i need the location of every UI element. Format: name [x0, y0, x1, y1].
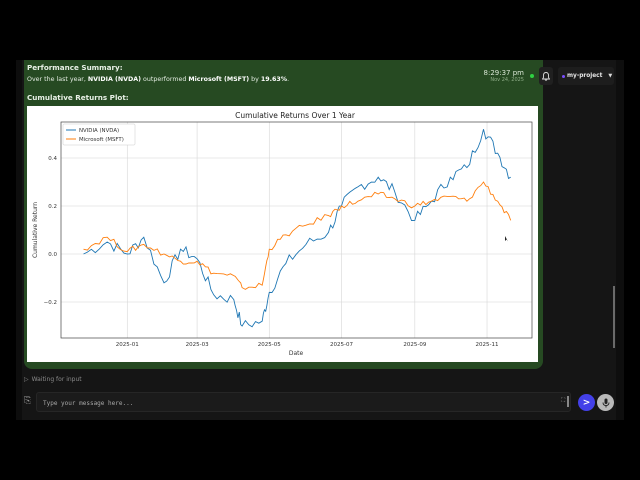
- chat-app: Performance Summary: Over the last year,…: [16, 60, 624, 420]
- msft-line: [83, 181, 512, 290]
- microphone-button[interactable]: [597, 394, 614, 411]
- mouse-cursor-icon: [505, 236, 508, 242]
- project-selector[interactable]: my-project ▼: [558, 67, 614, 85]
- svg-text:2025-03: 2025-03: [186, 342, 209, 348]
- status-indicator: ▷ Waiting for input: [24, 376, 82, 383]
- bell-icon: [542, 71, 550, 81]
- cumulative-returns-chart: Cumulative Returns Over 1 Year 0.4 0.2 0.0…: [32, 111, 533, 357]
- chart-title: Cumulative Returns Over 1 Year: [235, 111, 356, 120]
- legend-msft: Microsoft (MSFT): [79, 137, 124, 143]
- online-status-dot: [530, 74, 534, 78]
- svg-text:2025-05: 2025-05: [258, 342, 281, 348]
- svg-text:2025-01: 2025-01: [116, 342, 139, 348]
- y-axis-label: Cumulative Return: [32, 202, 39, 258]
- expand-icon[interactable]: ⛶: [561, 397, 566, 404]
- chevron-down-icon: ▼: [608, 73, 613, 79]
- message-input[interactable]: [37, 393, 560, 413]
- chart-legend: NVIDIA (NVDA) Microsoft (MSFT): [62, 123, 136, 146]
- legend-nvda: NVIDIA (NVDA): [79, 128, 119, 134]
- right-gutter: [616, 60, 624, 420]
- svg-text:0.2: 0.2: [48, 204, 57, 210]
- project-color-dot: [562, 74, 565, 78]
- svg-text:0.0: 0.0: [48, 252, 57, 258]
- input-resize-handle[interactable]: [567, 396, 569, 407]
- send-button[interactable]: >: [578, 394, 595, 411]
- assistant-message: Performance Summary: Over the last year,…: [24, 60, 543, 369]
- left-gutter: [16, 60, 22, 420]
- chart-grid: [61, 122, 532, 338]
- chart-image: Cumulative Returns Over 1 Year 0.4 0.2 0.0…: [27, 106, 538, 362]
- message-input-wrapper: ⛶: [36, 392, 571, 413]
- microphone-icon: [602, 398, 609, 407]
- top-bar: [0, 0, 640, 60]
- play-icon: ▷: [24, 376, 29, 383]
- attach-button[interactable]: ⎘: [24, 396, 31, 406]
- svg-text:2025-11: 2025-11: [476, 342, 499, 348]
- summary-text: Over the last year, NVIDIA (NVDA) outper…: [27, 76, 290, 83]
- svg-text:2025-07: 2025-07: [330, 342, 353, 348]
- summary-title: Performance Summary:: [27, 63, 123, 72]
- svg-text:0.4: 0.4: [48, 156, 57, 162]
- scrollbar[interactable]: [613, 286, 615, 348]
- x-axis-label: Date: [289, 350, 304, 357]
- svg-text:−0.2: −0.2: [44, 300, 57, 306]
- message-timestamp: 8:29:37 pm Nov 24, 2025: [483, 69, 524, 83]
- nvda-line: [83, 129, 511, 328]
- plot-area: [60, 121, 533, 339]
- plot-label: Cumulative Returns Plot:: [27, 93, 129, 102]
- svg-text:2025-09: 2025-09: [403, 342, 426, 348]
- notifications-button[interactable]: [539, 67, 553, 85]
- axis-ticks: 0.4 0.2 0.0 −0.2 2025-01 2025-03 2025-05 2025-0…: [44, 156, 499, 348]
- paperclip-icon: ⎘: [24, 396, 32, 406]
